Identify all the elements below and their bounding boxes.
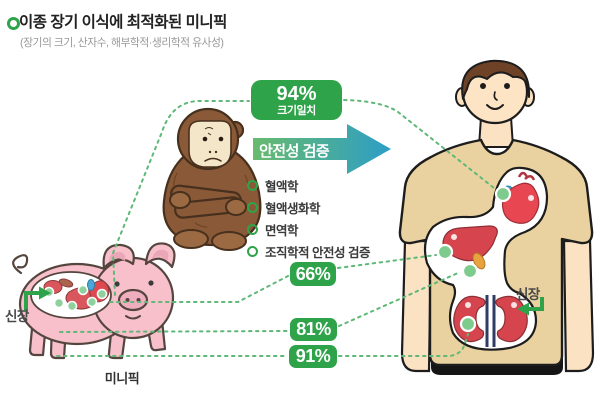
human-kidney-label: 신장 xyxy=(516,287,540,302)
checklist-item-label: 조직학적 안전성 검증 xyxy=(265,245,370,260)
human-illustration xyxy=(398,59,595,375)
safety-checklist: 혈액학 혈액생화학 면역학 조직학적 안전성 검증 xyxy=(247,174,370,262)
checklist-item-label: 혈액학 xyxy=(265,179,299,194)
pig-kidney-label: 신장 xyxy=(5,309,29,324)
size-match-label: 크기일치 xyxy=(277,104,316,117)
page-title: 이종 장기 이식에 최적화된 미니픽 xyxy=(19,14,227,31)
size-match-badge: 94% 크기일치 xyxy=(251,80,342,120)
minipig-illustration xyxy=(12,242,176,360)
safety-verification-label: 안전성 검증 xyxy=(259,143,330,160)
page-subtitle: (장기의 크기, 산자수, 해부학적·생리학적 유사성) xyxy=(20,37,224,49)
checklist-item: 혈액생화학 xyxy=(247,196,370,218)
checklist-bullet-ring-icon xyxy=(247,223,258,235)
checklist-item: 조직학적 안전성 검증 xyxy=(247,240,370,262)
checklist-item-label: 혈액생화학 xyxy=(265,201,321,216)
size-match-value: 94% xyxy=(276,82,317,105)
human-kidney-arrow-icon xyxy=(517,297,544,316)
checklist-item: 면역학 xyxy=(247,218,370,240)
minipig-caption: 미니픽 xyxy=(104,371,140,386)
checklist-bullet-ring-icon xyxy=(247,179,258,191)
match-badge-81: 81% xyxy=(290,318,337,341)
title-bullet-ring-icon xyxy=(7,17,20,30)
monkey-illustration xyxy=(162,107,262,251)
match-badge-66: 66% xyxy=(290,262,336,286)
checklist-bullet-ring-icon xyxy=(247,201,258,213)
checklist-item-label: 면역학 xyxy=(265,223,299,238)
match-badge-91: 91% xyxy=(289,345,337,368)
pig-kidney-arrow-icon xyxy=(24,286,51,312)
checklist-item: 혈액학 xyxy=(247,174,370,196)
checklist-bullet-ring-icon xyxy=(247,245,258,257)
safety-verification-arrow-icon xyxy=(253,124,391,174)
